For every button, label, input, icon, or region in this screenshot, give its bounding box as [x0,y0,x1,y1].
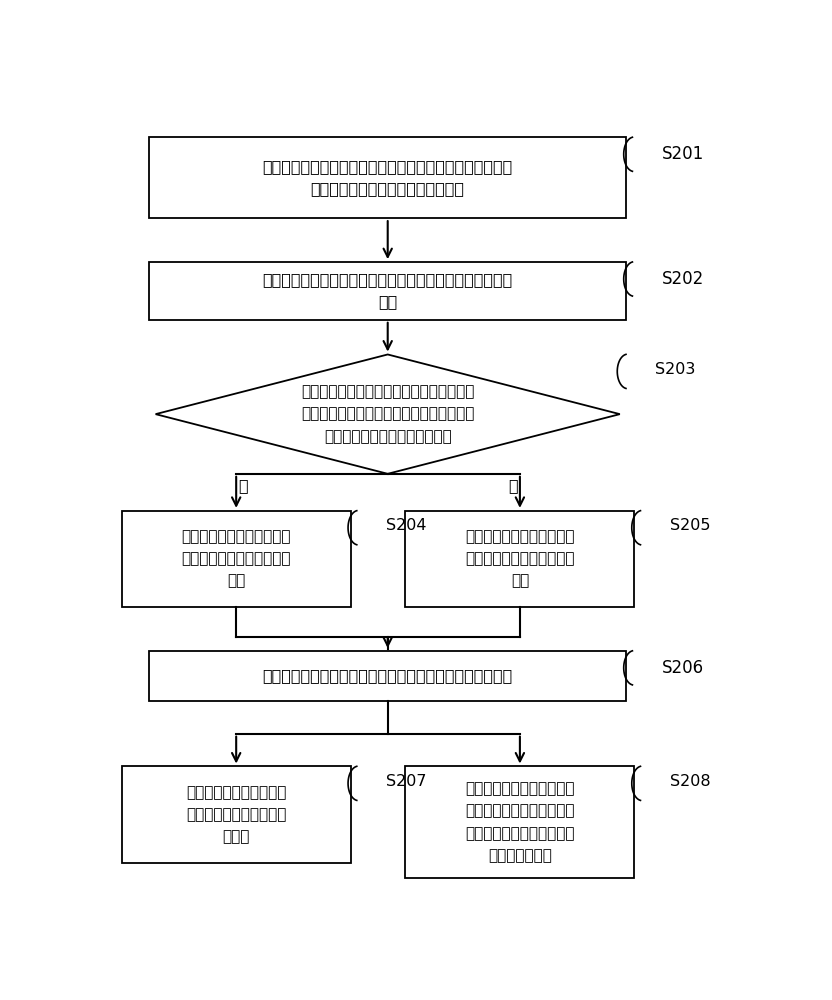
Text: S205: S205 [670,518,711,533]
Text: 若读取的测试状态为第二状
态，则测试信号发送单元用
于对第二数量的数据通道分
别发送测试信号: 若读取的测试状态为第二状 态，则测试信号发送单元用 于对第二数量的数据通道分 别… [465,781,575,863]
FancyBboxPatch shape [149,651,626,701]
Text: 测试信号发送单元对第一数量的各个数据通道分别发送测试
信号: 测试信号发送单元对第一数量的各个数据通道分别发送测试 信号 [263,272,513,310]
FancyBboxPatch shape [405,766,634,878]
Text: S207: S207 [386,774,427,789]
Text: 是: 是 [238,478,247,493]
Text: 若所读取的测试状态为第
一状态，则测试成功，结
束测试: 若所读取的测试状态为第 一状态，则测试成功，结 束测试 [186,785,286,844]
Text: S208: S208 [670,774,711,789]
Text: S201: S201 [661,145,704,163]
Text: S202: S202 [661,270,704,288]
Text: 状态读取单元通过命令通道读取第二存储单元中的测试状态: 状态读取单元通过命令通道读取第二存储单元中的测试状态 [263,668,513,683]
FancyBboxPatch shape [149,262,626,320]
Text: 数据通道获取单元通过命令通道从接收端的第一存储单元中
获取接收端支持的最大数据通道数量: 数据通道获取单元通过命令通道从接收端的第一存储单元中 获取接收端支持的最大数据通… [263,159,513,196]
Text: 状态设置单元将第二存储单
元中的测试状态设置为第一
状态: 状态设置单元将第二存储单 元中的测试状态设置为第一 状态 [181,529,291,589]
FancyBboxPatch shape [121,511,350,607]
Polygon shape [156,354,620,474]
FancyBboxPatch shape [121,766,350,863]
Text: 测试单元对所接收的第一数量的数据通道的
测试信号进行分别检测，判断所有第一数量
的数据通道的测试信号是否正常: 测试单元对所接收的第一数量的数据通道的 测试信号进行分别检测，判断所有第一数量 … [301,384,474,444]
FancyBboxPatch shape [405,511,634,607]
Text: S204: S204 [386,518,427,533]
Text: S203: S203 [656,362,696,377]
Text: S206: S206 [661,659,704,677]
Text: 否: 否 [508,478,518,493]
Text: 状态设置单元将第二存储单
元中的测试状态设置为第二
状态: 状态设置单元将第二存储单 元中的测试状态设置为第二 状态 [465,529,575,589]
FancyBboxPatch shape [149,137,626,218]
